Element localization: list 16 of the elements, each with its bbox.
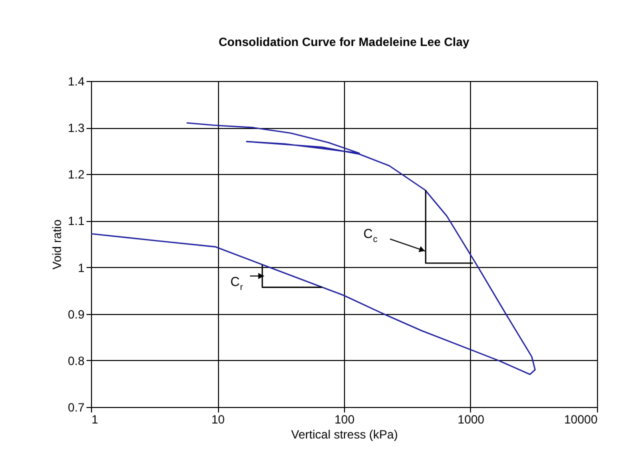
x-axis-title: Vertical stress (kPa) (291, 428, 398, 442)
x-tick-label: 10 (211, 412, 225, 426)
y-tick-label: 0.8 (68, 354, 85, 368)
y-axis-title: Void ratio (50, 219, 64, 270)
y-tick-label: 0.9 (68, 307, 85, 322)
y-tick-label: 1.3 (68, 121, 85, 136)
x-tick-label: 1000 (458, 412, 485, 426)
y-tick-label: 1.4 (68, 74, 85, 88)
y-tick-label: 1.2 (68, 168, 85, 182)
y-tick-label: 1 (78, 260, 85, 275)
x-tick-label: 100 (334, 412, 355, 426)
x-tick-label: 1 (92, 412, 98, 426)
chart-title: Consolidation Curve for Madeleine Lee Clay (218, 35, 470, 49)
y-tick-label: 1.1 (68, 214, 85, 228)
y-tick-label: 0.7 (68, 400, 85, 414)
x-tick-label: 10000 (564, 412, 598, 426)
